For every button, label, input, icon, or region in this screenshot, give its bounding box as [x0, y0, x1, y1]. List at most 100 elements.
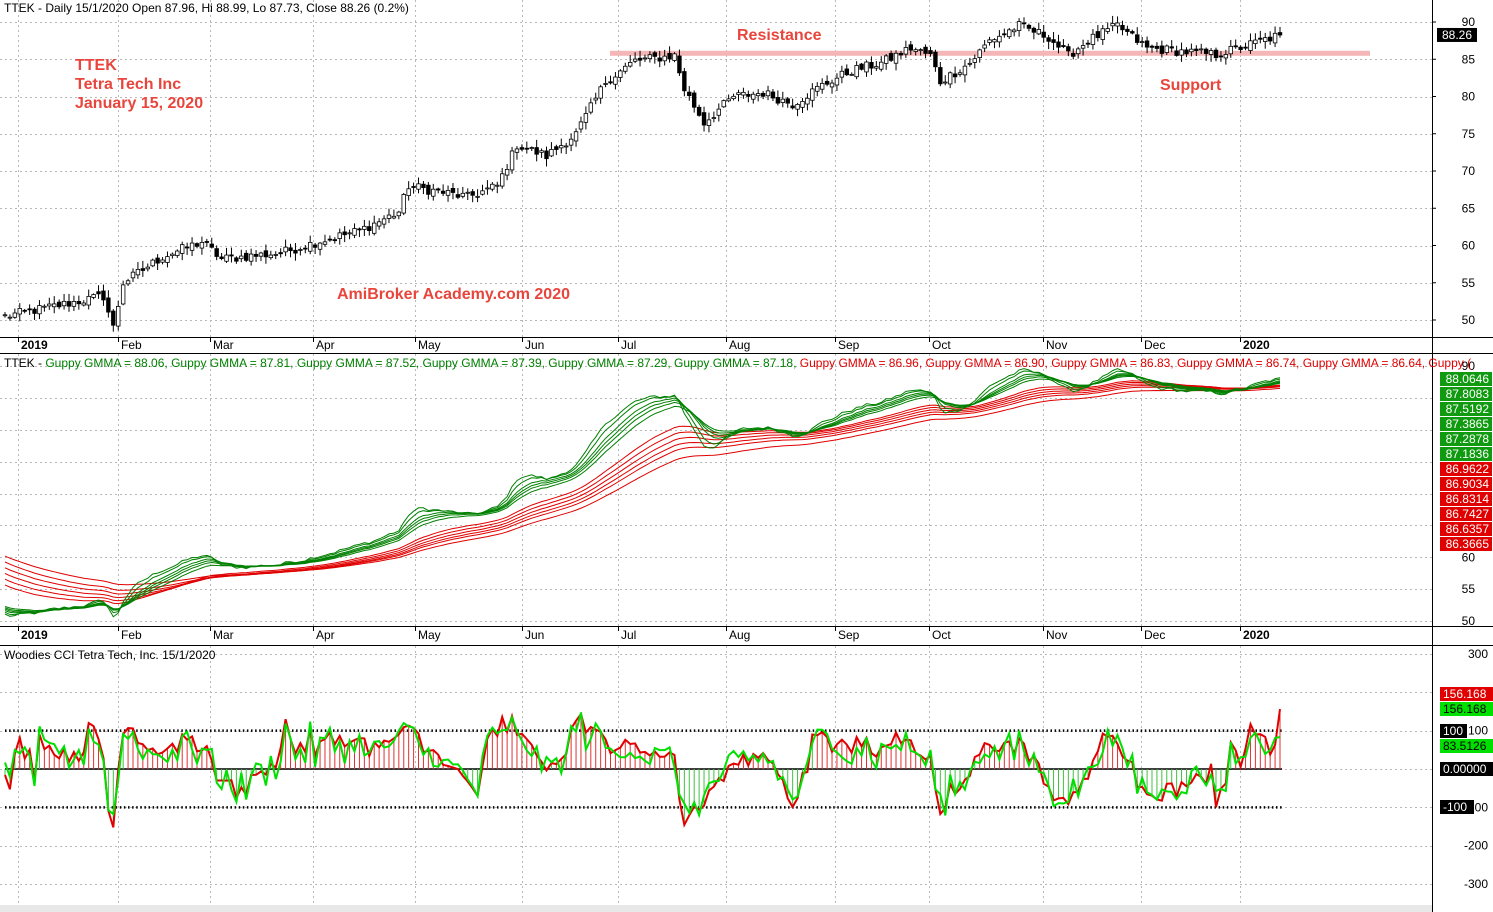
gmma-short-line[interactable] — [4, 373, 1281, 614]
price-candle[interactable] — [327, 235, 333, 242]
price-candle[interactable] — [27, 304, 32, 315]
price-candle[interactable] — [711, 111, 717, 123]
price-candle[interactable] — [317, 241, 323, 256]
price-candle[interactable] — [224, 247, 229, 263]
price-candle[interactable] — [652, 50, 658, 64]
price-candle[interactable] — [578, 116, 584, 133]
price-candle[interactable] — [170, 252, 175, 259]
price-candle[interactable] — [1036, 22, 1041, 36]
price-candle[interactable] — [101, 284, 106, 306]
gmma-long-line[interactable] — [4, 386, 1281, 591]
price-candle[interactable] — [997, 30, 1002, 48]
price-candle[interactable] — [465, 188, 470, 200]
price-candle[interactable] — [1258, 30, 1263, 44]
price-candle[interactable] — [268, 250, 274, 260]
price-candle[interactable] — [834, 73, 840, 91]
price-candle[interactable] — [529, 146, 534, 152]
price-candle[interactable] — [71, 295, 77, 311]
price-candle[interactable] — [244, 250, 249, 263]
price-candle[interactable] — [928, 46, 933, 57]
price-candle[interactable] — [2, 312, 8, 318]
price-candle[interactable] — [7, 314, 13, 321]
price-candle[interactable] — [189, 237, 195, 257]
price-candle[interactable] — [160, 257, 165, 265]
price-candle[interactable] — [632, 52, 638, 64]
price-candle[interactable] — [731, 93, 736, 101]
price-candle[interactable] — [839, 65, 845, 84]
price-candle[interactable] — [657, 50, 662, 68]
price-candle[interactable] — [1164, 44, 1169, 55]
price-candle[interactable] — [898, 50, 904, 59]
price-candle[interactable] — [263, 244, 269, 264]
price-candle[interactable] — [623, 62, 628, 74]
price-candle[interactable] — [992, 38, 997, 49]
price-candle[interactable] — [209, 237, 214, 249]
price-candle[interactable] — [1056, 34, 1061, 54]
price-candle[interactable] — [618, 69, 623, 83]
price-candle[interactable] — [61, 294, 67, 310]
price-candle[interactable] — [627, 55, 633, 68]
price-candle[interactable] — [805, 93, 810, 111]
price-candle[interactable] — [219, 252, 224, 261]
price-candle[interactable] — [741, 87, 746, 99]
price-candle[interactable] — [588, 98, 594, 115]
price-candle[interactable] — [135, 262, 141, 279]
price-candle[interactable] — [982, 39, 987, 53]
price-candle[interactable] — [859, 62, 864, 71]
price-candle[interactable] — [869, 56, 874, 75]
price-candle[interactable] — [357, 227, 362, 238]
price-candle[interactable] — [933, 49, 938, 72]
price-candle[interactable] — [1002, 28, 1007, 38]
price-candle[interactable] — [1085, 39, 1091, 49]
price-candle[interactable] — [1174, 45, 1179, 57]
price-candle[interactable] — [22, 308, 27, 314]
price-candle[interactable] — [810, 83, 815, 108]
price-candle[interactable] — [1184, 47, 1189, 58]
price-candle[interactable] — [775, 90, 781, 106]
price-candle[interactable] — [883, 54, 889, 70]
price-candle[interactable] — [1105, 22, 1110, 35]
price-candle[interactable] — [716, 103, 722, 122]
price-candle[interactable] — [504, 164, 510, 181]
price-candle[interactable] — [1189, 43, 1194, 57]
price-candle[interactable] — [795, 102, 800, 117]
price-candle[interactable] — [1130, 29, 1135, 35]
price-candle[interactable] — [962, 59, 968, 83]
price-candle[interactable] — [1026, 23, 1032, 32]
tcci-line[interactable] — [4, 712, 1281, 819]
price-candle[interactable] — [1169, 40, 1174, 53]
price-candle[interactable] — [780, 91, 785, 108]
price-candle[interactable] — [283, 239, 288, 257]
price-candle[interactable] — [495, 181, 500, 194]
price-candle[interactable] — [957, 69, 963, 77]
price-candle[interactable] — [770, 89, 776, 102]
price-candle[interactable] — [56, 299, 62, 310]
price-candle[interactable] — [849, 72, 854, 76]
price-candle[interactable] — [598, 84, 603, 104]
price-candle[interactable] — [229, 247, 234, 263]
price-candle[interactable] — [450, 183, 456, 200]
price-candle[interactable] — [401, 192, 406, 216]
price-candle[interactable] — [96, 285, 101, 299]
price-candle[interactable] — [303, 245, 308, 254]
price-candle[interactable] — [534, 139, 539, 162]
price-candle[interactable] — [37, 300, 42, 320]
price-candle[interactable] — [1051, 32, 1056, 51]
price-candle[interactable] — [258, 251, 264, 262]
price-candle[interactable] — [322, 234, 328, 247]
price-candle[interactable] — [1194, 45, 1199, 57]
price-candle[interactable] — [519, 144, 525, 152]
price-candle[interactable] — [91, 293, 96, 300]
price-candle[interactable] — [386, 208, 392, 224]
price-candle[interactable] — [1061, 39, 1066, 49]
price-candle[interactable] — [485, 180, 490, 195]
price-candle[interactable] — [1248, 33, 1253, 54]
price-candle[interactable] — [347, 229, 352, 240]
price-candle[interactable] — [1041, 25, 1046, 43]
sheet-tabs[interactable] — [0, 905, 1432, 912]
price-candle[interactable] — [288, 243, 293, 258]
price-candle[interactable] — [1016, 18, 1022, 37]
price-candle[interactable] — [234, 256, 239, 264]
price-candle[interactable] — [406, 181, 411, 201]
price-candle[interactable] — [603, 76, 608, 88]
